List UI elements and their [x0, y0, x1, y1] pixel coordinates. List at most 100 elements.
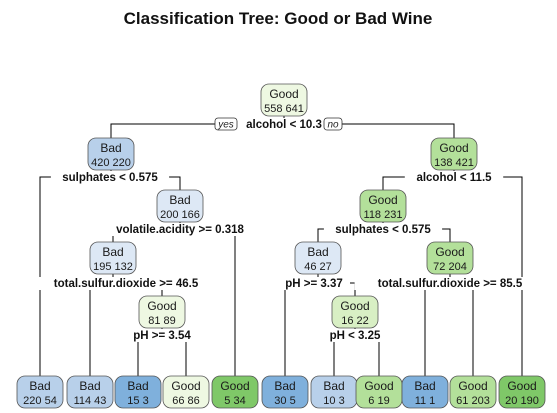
- tree-node: Bad 220 54: [16, 375, 64, 409]
- node-counts: 220 54: [23, 395, 57, 407]
- node-class: Good: [220, 379, 249, 393]
- node-class: Good: [368, 193, 397, 207]
- tree-node: Good 558 641: [260, 83, 308, 117]
- split-label-bg: [94, 223, 266, 236]
- node-counts: 30 5: [274, 395, 295, 407]
- node-class: Bad: [169, 193, 190, 207]
- tree-node: Good 61 203: [449, 375, 497, 409]
- node-box: [401, 375, 449, 409]
- split-label: total.sulfur.dioxide >= 85.5: [378, 278, 523, 290]
- node-box: [261, 375, 309, 409]
- node-counts: 195 132: [93, 261, 133, 273]
- node-class: Good: [439, 141, 468, 155]
- node-class: Good: [458, 379, 487, 393]
- node-counts: 6 19: [368, 395, 389, 407]
- node-counts: 5 34: [224, 395, 245, 407]
- node-box: [430, 137, 478, 171]
- split-label: pH >= 3.37: [285, 278, 343, 290]
- node-class: Bad: [307, 245, 328, 259]
- tree-node: Bad 114 43: [66, 375, 114, 409]
- diagram-title: Classification Tree: Good or Bad Wine: [124, 9, 433, 28]
- node-counts: 16 22: [341, 315, 369, 327]
- tree-node: Good 20 190: [498, 375, 546, 409]
- node-box: [331, 295, 379, 329]
- node-counts: 61 203: [456, 395, 490, 407]
- node-box: [156, 189, 204, 223]
- node-box: [426, 241, 474, 275]
- tree-node: Bad 15 3: [114, 375, 162, 409]
- node-class: Bad: [29, 379, 50, 393]
- split-label-bg: [234, 118, 334, 131]
- node-counts: 46 27: [304, 261, 332, 273]
- node-counts: 420 220: [91, 157, 131, 169]
- node-box: [260, 83, 308, 117]
- split-label: total.sulfur.dioxide >= 46.5: [54, 278, 199, 290]
- tree-node: Bad 200 166: [156, 189, 204, 223]
- node-box: [87, 137, 135, 171]
- split-label: alcohol < 11.5: [416, 172, 492, 184]
- node-box: [162, 375, 210, 409]
- node-box: [211, 375, 259, 409]
- node-class: Good: [171, 379, 200, 393]
- node-class: Good: [340, 299, 369, 313]
- node-class: Good: [435, 245, 464, 259]
- split-label: pH >= 3.54: [133, 330, 191, 342]
- split-label-bg: [278, 277, 350, 290]
- tree-node: Bad 420 220: [87, 137, 135, 171]
- node-counts: 66 86: [172, 395, 200, 407]
- node-counts: 81 89: [148, 315, 176, 327]
- split-label: pH < 3.25: [330, 330, 381, 342]
- node-class: Bad: [79, 379, 100, 393]
- tree-node: Good 118 231: [359, 189, 407, 223]
- node-box: [498, 375, 546, 409]
- split-label-bg: [126, 329, 198, 342]
- node-class: Good: [507, 379, 536, 393]
- split-label: sulphates < 0.575: [335, 224, 431, 236]
- split-label: alcohol < 10.3: [246, 119, 322, 131]
- node-counts: 138 421: [434, 157, 474, 169]
- split-label-bg: [323, 223, 443, 236]
- node-counts: 118 231: [364, 209, 403, 221]
- node-counts: 20 190: [505, 395, 539, 407]
- split-label-bg: [404, 171, 504, 184]
- tree-node: Good 6 19: [355, 375, 403, 409]
- node-class: Good: [364, 379, 393, 393]
- node-counts: 10 3: [323, 395, 344, 407]
- tree-node: Good 5 34: [211, 375, 259, 409]
- split-label-bg: [30, 277, 222, 290]
- node-counts: 72 204: [433, 261, 467, 273]
- tree-node: Good 138 421: [430, 137, 478, 171]
- node-box: [359, 189, 407, 223]
- node-box: [138, 295, 186, 329]
- tree-node: Good 16 22: [331, 295, 379, 329]
- tree-nodes: Good 558 641 Bad 420 220 Good 138 421 Bad 200 1…: [16, 83, 546, 409]
- node-counts: 558 641: [264, 103, 304, 115]
- node-class: Bad: [102, 245, 123, 259]
- tree-node: Good 72 204: [426, 241, 474, 275]
- node-box: [294, 241, 342, 275]
- node-box: [114, 375, 162, 409]
- node-class: Good: [147, 299, 176, 313]
- split-label-bg: [50, 171, 170, 184]
- node-box: [66, 375, 114, 409]
- tree-node: Bad 10 3: [310, 375, 358, 409]
- tree-node: Good 66 86: [162, 375, 210, 409]
- split-label: volatile.acidity >= 0.318: [116, 224, 244, 236]
- node-counts: 15 3: [127, 395, 148, 407]
- node-class: Bad: [414, 379, 435, 393]
- tree-node: Good 81 89: [138, 295, 186, 329]
- split-label-bg: [322, 329, 388, 342]
- node-class: Bad: [127, 379, 148, 393]
- node-box: [89, 241, 137, 275]
- no-marker-box: [323, 117, 343, 131]
- node-counts: 200 166: [160, 209, 200, 221]
- yes-marker-box: [214, 117, 238, 131]
- node-class: Bad: [274, 379, 295, 393]
- node-box: [449, 375, 497, 409]
- node-box: [16, 375, 64, 409]
- node-counts: 11 1: [415, 395, 436, 407]
- node-class: Good: [269, 87, 298, 101]
- node-counts: 114 43: [74, 395, 107, 407]
- split-label-bg: [354, 277, 546, 290]
